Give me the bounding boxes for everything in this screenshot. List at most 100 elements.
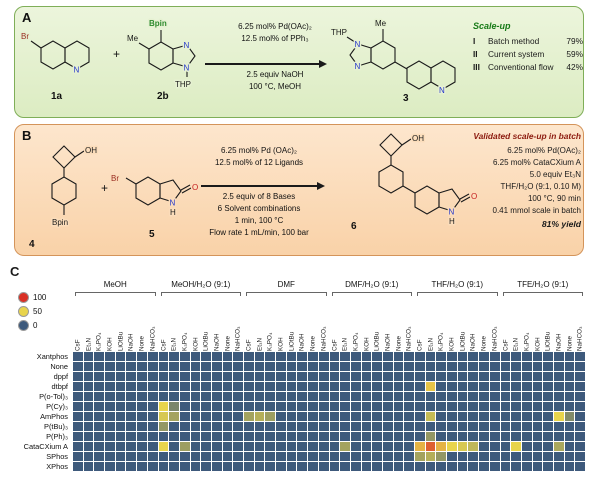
heatmap-cell — [318, 432, 329, 441]
heatmap-cell — [318, 372, 329, 381]
legend-item: 0 — [18, 320, 46, 331]
heatmap-cell — [147, 432, 158, 441]
oh-label: OH — [412, 134, 424, 143]
heatmap-cell — [115, 442, 126, 451]
heatmap-cell — [297, 372, 308, 381]
heatmap-cell — [201, 362, 211, 371]
heatmap-cell — [457, 362, 468, 371]
heatmap-cell — [521, 442, 532, 451]
heatmap-cell — [479, 422, 489, 431]
heatmap-cell — [340, 392, 350, 401]
heatmap-cell — [115, 412, 126, 421]
heatmap-cell — [276, 392, 286, 401]
heatmap-cell — [340, 352, 350, 361]
heatmap-cell — [425, 462, 436, 471]
heatmap-cell — [169, 372, 179, 381]
heatmap-cell — [436, 452, 447, 461]
heatmap-cell — [457, 372, 468, 381]
heatmap-cell — [126, 412, 137, 421]
heatmap-cell — [382, 392, 393, 401]
heatmap-cell — [468, 382, 479, 391]
heatmap-cell — [318, 462, 329, 471]
base-column-label: KOH — [533, 337, 541, 351]
heatmap-cell — [254, 462, 265, 471]
heatmap-cell — [382, 362, 393, 371]
heatmap-cell — [425, 372, 436, 381]
compound-3-number: 3 — [403, 93, 409, 104]
heatmap-cell — [404, 442, 414, 451]
heatmap-cell — [73, 432, 83, 441]
base-column-label: CsF — [74, 339, 82, 351]
heatmap-cell — [361, 372, 372, 381]
heatmap-cell — [83, 372, 94, 381]
panel-c-label: C — [10, 264, 20, 279]
heatmap-cell — [276, 452, 286, 461]
heatmap-cell — [361, 432, 372, 441]
heatmap-cell — [553, 392, 564, 401]
heatmap-cell — [564, 442, 575, 451]
heatmap-cell — [190, 402, 201, 411]
heatmap-cell — [489, 462, 500, 471]
heatmap-cell — [233, 412, 243, 421]
heatmap-cell — [532, 412, 543, 421]
base-column-label: LiOtBu — [373, 331, 381, 351]
base-column-label: KOH — [362, 337, 370, 351]
heatmap-cell — [500, 422, 511, 431]
heatmap-cell — [94, 382, 105, 391]
legend-item: 50 — [18, 306, 46, 317]
legend-value: 100 — [33, 293, 47, 302]
heatmap-cell — [436, 462, 447, 471]
base-column-label: LiOtBu — [288, 331, 296, 351]
heatmap-cell — [436, 352, 447, 361]
heatmap-cell — [372, 432, 382, 441]
scaleup-row: I Batch method 79% — [473, 35, 583, 48]
heatmap-cell — [126, 422, 137, 431]
heatmap-cell — [211, 362, 222, 371]
heatmap-cell — [265, 462, 276, 471]
me-label: Me — [375, 19, 387, 28]
oh-label: OH — [85, 146, 97, 155]
heatmap-cell — [404, 382, 414, 391]
heatmap-cell — [297, 352, 308, 361]
h-atom-label: H — [170, 208, 176, 217]
heatmap-cell — [115, 432, 126, 441]
heatmap-cell — [137, 422, 147, 431]
heatmap-cell — [564, 352, 575, 361]
heatmap-cell — [179, 432, 190, 441]
heatmap-cell — [575, 462, 585, 471]
scaleup-yield: 59% — [566, 49, 583, 59]
heatmap-cell — [286, 362, 297, 371]
heatmap-cell — [425, 362, 436, 371]
heatmap-cell — [511, 422, 521, 431]
heatmap-cell — [447, 432, 457, 441]
heatmap-cell — [254, 392, 265, 401]
heatmap-cell — [447, 362, 457, 371]
legend-item: 100 — [18, 292, 46, 303]
heatmap-cell — [564, 372, 575, 381]
heatmap-cell — [190, 442, 201, 451]
heatmap-cell — [361, 462, 372, 471]
heatmap-cell — [254, 422, 265, 431]
compound-2b-number: 2b — [157, 91, 169, 102]
bpin-label: Bpin — [149, 19, 167, 28]
heatmap-cell — [201, 382, 211, 391]
heatmap-cell — [500, 412, 511, 421]
heatmap-cell — [511, 392, 521, 401]
heatmap-cell — [532, 402, 543, 411]
heatmap-cell — [318, 412, 329, 421]
heatmap-cell — [543, 462, 553, 471]
heatmap-cell — [105, 392, 115, 401]
heatmap-cell — [190, 382, 201, 391]
heatmap-cell — [404, 412, 414, 421]
heatmap-cell — [521, 392, 532, 401]
heatmap-cell — [350, 442, 361, 451]
heatmap-cell — [447, 422, 457, 431]
group-bracket — [160, 292, 241, 296]
heatmap-cell — [137, 412, 147, 421]
base-column-label: None — [565, 335, 573, 351]
heatmap-cell — [158, 452, 169, 461]
plus-sign-a: + — [113, 47, 121, 61]
base-column-label: CsF — [416, 339, 424, 351]
heatmap-cell — [318, 382, 329, 391]
scaleup-yield: 79% — [566, 36, 583, 46]
